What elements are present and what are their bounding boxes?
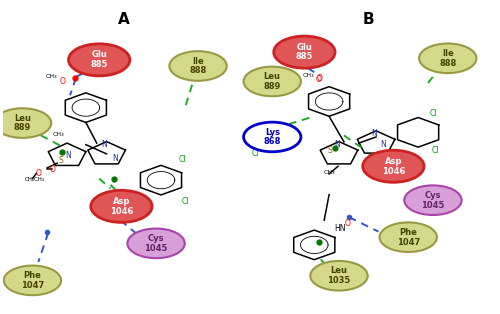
Text: B: B (363, 12, 374, 27)
Ellipse shape (244, 67, 301, 96)
Text: N: N (334, 140, 340, 149)
Text: Glu
885: Glu 885 (296, 43, 313, 62)
Ellipse shape (68, 44, 130, 76)
Text: CH₂CH₃: CH₂CH₃ (25, 177, 45, 182)
Text: CH₃: CH₃ (324, 170, 335, 175)
Ellipse shape (4, 266, 61, 295)
Ellipse shape (128, 229, 184, 258)
Ellipse shape (274, 36, 335, 68)
Ellipse shape (419, 44, 476, 73)
Text: CH₃: CH₃ (46, 74, 57, 79)
Text: Leu
889: Leu 889 (14, 114, 31, 133)
Ellipse shape (380, 222, 437, 252)
Text: O: O (59, 77, 65, 86)
Text: Phe
1047: Phe 1047 (396, 228, 420, 246)
Text: N: N (112, 154, 118, 163)
Text: Cys
1045: Cys 1045 (422, 191, 444, 209)
Ellipse shape (91, 190, 152, 222)
Text: Asp
1046: Asp 1046 (110, 197, 133, 216)
Text: Cl: Cl (432, 146, 439, 155)
Text: N: N (66, 151, 71, 160)
Text: Cys
1045: Cys 1045 (144, 234, 168, 253)
Text: CH₃: CH₃ (302, 73, 314, 78)
Text: Phe
1047: Phe 1047 (21, 271, 44, 290)
Text: Leu
1035: Leu 1035 (328, 266, 350, 285)
Text: O: O (36, 170, 42, 178)
Text: Cl: Cl (178, 155, 186, 164)
Text: Leu
889: Leu 889 (264, 72, 281, 91)
Ellipse shape (310, 261, 368, 290)
Text: Glu
885: Glu 885 (90, 51, 108, 69)
Text: O: O (316, 74, 322, 83)
Text: N: N (380, 140, 386, 149)
Ellipse shape (244, 122, 301, 152)
Text: A: A (118, 12, 130, 27)
Text: Asp
1046: Asp 1046 (382, 157, 405, 176)
Text: Cl: Cl (429, 109, 436, 118)
Text: Cl: Cl (251, 149, 258, 159)
Ellipse shape (404, 185, 462, 215)
Text: Cl: Cl (182, 197, 190, 206)
Text: O: O (345, 219, 351, 228)
Text: Ile
888: Ile 888 (190, 57, 206, 75)
Ellipse shape (170, 51, 227, 81)
Text: O: O (50, 165, 55, 174)
Text: S: S (328, 146, 332, 155)
Ellipse shape (362, 150, 424, 182)
Text: N: N (102, 140, 107, 149)
Text: HN: HN (334, 225, 345, 233)
Text: N: N (372, 129, 378, 138)
Text: CH₃: CH₃ (53, 132, 64, 137)
Text: S: S (58, 155, 64, 165)
Ellipse shape (0, 108, 51, 138)
Text: Ile
888: Ile 888 (439, 49, 456, 68)
Text: Lys
868: Lys 868 (264, 127, 281, 146)
Text: O: O (316, 75, 321, 84)
